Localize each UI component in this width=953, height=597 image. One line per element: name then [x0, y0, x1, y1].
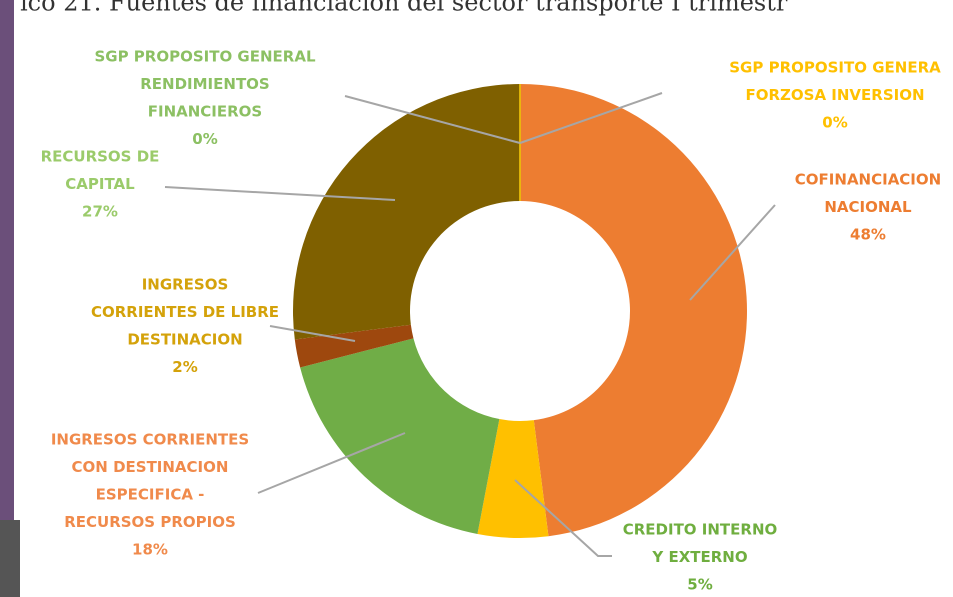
leader-line	[269, 325, 356, 342]
value-label: 0%	[192, 130, 217, 148]
slice-label: COFINANCIACION	[795, 171, 941, 189]
slice-label: FINANCIEROS	[148, 103, 263, 121]
slice-label: DESTINACION	[127, 331, 242, 349]
slice-label: SGP PROPOSITO GENERAL	[94, 48, 315, 66]
value-label: 5%	[687, 576, 712, 594]
value-label: 48%	[850, 226, 886, 244]
slice-label: ESPECIFICA -	[96, 486, 205, 504]
slice-label: INGRESOS CORRIENTES	[51, 431, 249, 449]
slice-label: INGRESOS	[142, 276, 229, 294]
leader-line	[514, 479, 612, 557]
donut-slice	[294, 324, 414, 368]
slice-label: RECURSOS DE	[41, 148, 160, 166]
donut-slice	[477, 419, 549, 538]
leader-line	[519, 92, 663, 144]
donut-slice	[520, 84, 747, 537]
chart-title: ico 21. Fuentes de financiación del sect…	[20, 0, 788, 17]
side-strip	[0, 0, 14, 597]
slice-label: RECURSOS PROPIOS	[64, 513, 236, 531]
side-strip-dark	[0, 520, 20, 597]
value-label: 18%	[132, 541, 168, 559]
value-label: 0%	[822, 114, 847, 132]
slice-label: RENDIMIENTOS	[140, 75, 269, 93]
leader-line	[257, 432, 406, 494]
leader-line	[164, 186, 396, 201]
slice-label: CAPITAL	[65, 175, 135, 193]
slice-label: CON DESTINACION	[72, 458, 229, 476]
slice-label: CORRIENTES DE LIBRE	[91, 303, 279, 321]
slice-label: CREDITO INTERNO	[623, 521, 778, 539]
slice-label: NACIONAL	[824, 198, 912, 216]
slice-label: Y EXTERNO	[651, 548, 747, 566]
value-label: 27%	[82, 203, 118, 221]
leader-line	[344, 95, 521, 144]
slice-label: FORZOSA INVERSION	[745, 86, 924, 104]
leader-line	[689, 204, 776, 301]
value-label: 2%	[172, 358, 197, 376]
slice-label: SGP PROPOSITO GENERA	[729, 59, 941, 77]
donut-slice	[293, 83, 520, 340]
